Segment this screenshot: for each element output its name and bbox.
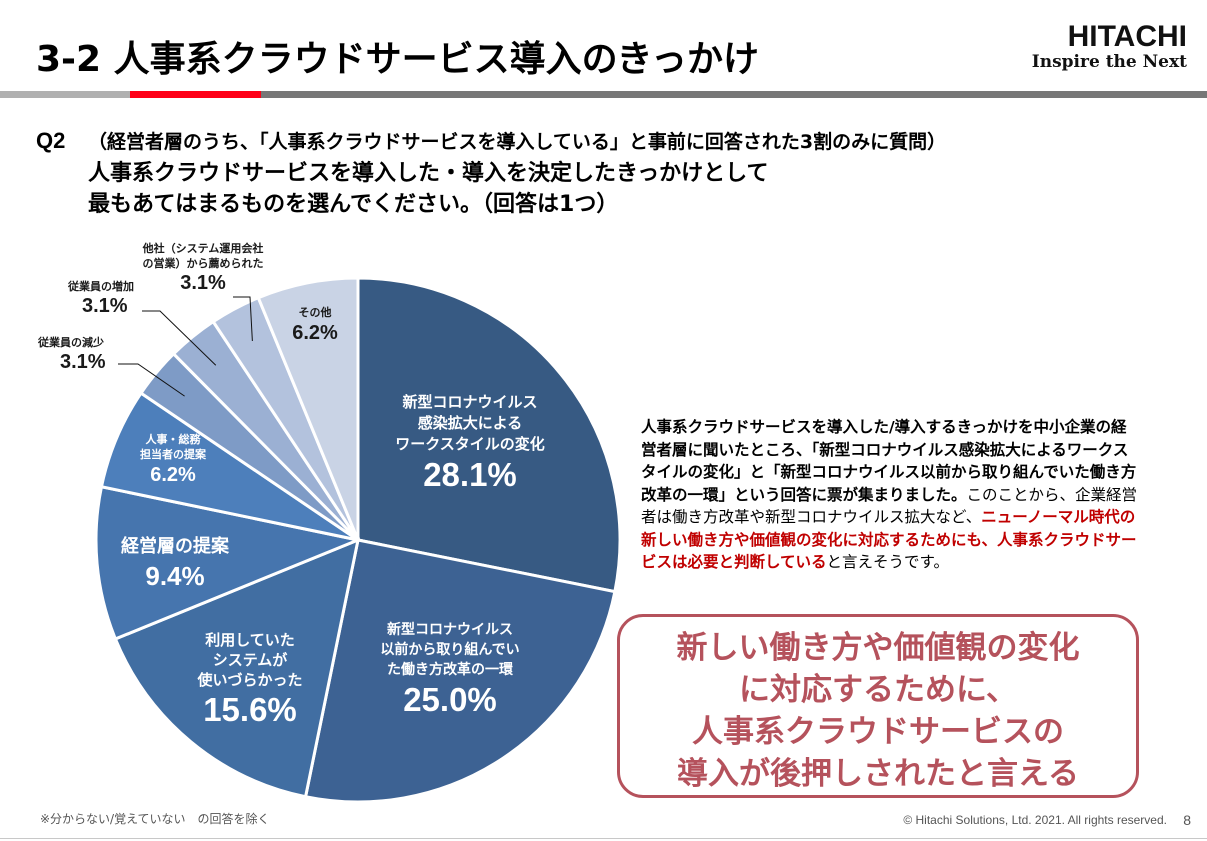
slice-1-value: 25.0% <box>403 681 497 718</box>
slice-label-5: 従業員の減少 3.1% <box>38 335 138 374</box>
question-line-2: 最もあてはまるものを選んでください。（回答は1つ） <box>88 192 619 217</box>
hitachi-logo: HITACHI Inspire the Next <box>1031 20 1187 73</box>
header-bar-left <box>0 91 130 98</box>
slice-1-label-line: 新型コロナウイルス <box>387 622 513 638</box>
slice-2-label-line: 使いづらかった <box>197 671 303 689</box>
conclusion-callout: 新しい働き方や価値観の変化 に対応するために、 人事系クラウドサービスの 導入が… <box>617 614 1139 798</box>
slice-label-8: その他 6.2% <box>275 305 355 346</box>
slice-7-label-line: 他社（システム運用会社 <box>142 242 264 255</box>
pie-slice-8 <box>256 276 360 541</box>
slice-6-label-line: 従業員の増加 <box>68 280 134 293</box>
slice-0-label-line: 新型コロナウイルス <box>402 393 538 411</box>
slice-5-label-line: 従業員の減少 <box>38 336 104 349</box>
header-bar-right <box>261 91 1207 98</box>
slice-label-3: 経営層の提案 9.4% <box>100 535 250 593</box>
slice-label-6: 従業員の増加 3.1% <box>68 279 168 318</box>
logo-brand: HITACHI <box>1067 20 1187 53</box>
footer-divider <box>0 838 1207 839</box>
header-bar-accent <box>130 91 261 98</box>
pie-slice-2 <box>113 537 361 799</box>
slice-7-value: 3.1% <box>180 272 226 294</box>
slice-4-value: 6.2% <box>150 464 196 486</box>
question-block: Q2 （経営者層のうち、「人事系クラウドサービスを導入している」と事前に回答された… <box>36 125 946 220</box>
page-number: 8 <box>1183 812 1191 828</box>
slice-label-2: 利用していた システムが 使いづらかった 15.6% <box>180 630 320 730</box>
leader-line-6 <box>142 310 217 366</box>
summary-text: 人事系クラウドサービスを導入した/導入するきっかけを中小企業の経営者層に聞いたと… <box>641 416 1141 574</box>
pie-slice-3 <box>94 484 364 641</box>
question-line-1: 人事系クラウドサービスを導入した・導入を決定したきっかけとして <box>88 161 769 186</box>
callout-line: に対応するために、 <box>738 672 1018 708</box>
slice-3-label-line: 経営層の提案 <box>121 536 229 557</box>
slice-label-7: 他社（システム運用会社 の営業）から薦められた 3.1% <box>128 241 278 295</box>
slice-2-label-line: システムが <box>212 651 288 669</box>
summary-part-1: 人事系クラウドサービスを導入した/導入するきっかけを中小企業の経営者層に聞いたと… <box>641 418 1137 504</box>
slice-8-label-line: その他 <box>298 306 332 319</box>
question-condition: （経営者層のうち、「人事系クラウドサービスを導入している」と事前に回答された3割… <box>88 131 947 153</box>
callout-line: 人事系クラウドサービスの <box>692 714 1064 750</box>
slice-0-value: 28.1% <box>423 456 517 493</box>
slice-0-label-line: ワークスタイルの変化 <box>395 435 545 453</box>
slice-4-label-line: 担当者の提案 <box>140 448 206 461</box>
slice-3-value: 9.4% <box>145 561 205 591</box>
slice-2-label-line: 利用していた <box>205 631 295 649</box>
slice-label-1: 新型コロナウイルス 以前から取り組んでい た働き方改革の一環 25.0% <box>360 620 540 720</box>
leader-line-5 <box>118 363 185 397</box>
footnote: ※分からない/覚えていない の回答を除く <box>40 812 270 826</box>
slice-5-value: 3.1% <box>60 351 106 373</box>
slice-4-label-line: 人事・総務 <box>145 433 201 446</box>
page-title: 3-2 人事系クラウドサービス導入のきっかけ <box>36 39 760 80</box>
slice-8-value: 6.2% <box>292 322 338 344</box>
summary-part-2: このことから、企業経営者は働き方改革や新型コロナウイルス拡大など、 <box>641 485 1138 527</box>
summary-highlight: ニューノーマル時代の新しい働き方や価値観の変化に対応するためにも、人事系クラウド… <box>641 508 1137 571</box>
slice-1-label-line: た働き方改革の一環 <box>387 662 513 678</box>
slice-label-4: 人事・総務 担当者の提案 6.2% <box>118 432 228 488</box>
slice-7-label-line: の営業）から薦められた <box>142 257 264 270</box>
summary-part-4: と言えそうです。 <box>826 553 949 571</box>
pie-slice-1 <box>303 538 617 804</box>
callout-line: 新しい働き方や価値観の変化 <box>676 630 1080 666</box>
leader-line-7 <box>233 296 253 341</box>
slice-1-label-line: 以前から取り組んでい <box>380 642 520 658</box>
logo-tagline: Inspire the Next <box>1031 52 1187 72</box>
callout-line: 導入が後押しされたと言える <box>676 756 1080 792</box>
pie-slice-0 <box>356 276 622 594</box>
copyright: © Hitachi Solutions, Ltd. 2021. All righ… <box>903 813 1167 827</box>
question-number: Q2 <box>36 128 66 153</box>
slice-label-0: 新型コロナウイルス 感染拡大による ワークスタイルの変化 28.1% <box>390 392 550 495</box>
slice-2-value: 15.6% <box>203 691 297 728</box>
slice-0-label-line: 感染拡大による <box>417 414 523 432</box>
slice-6-value: 3.1% <box>82 295 128 317</box>
